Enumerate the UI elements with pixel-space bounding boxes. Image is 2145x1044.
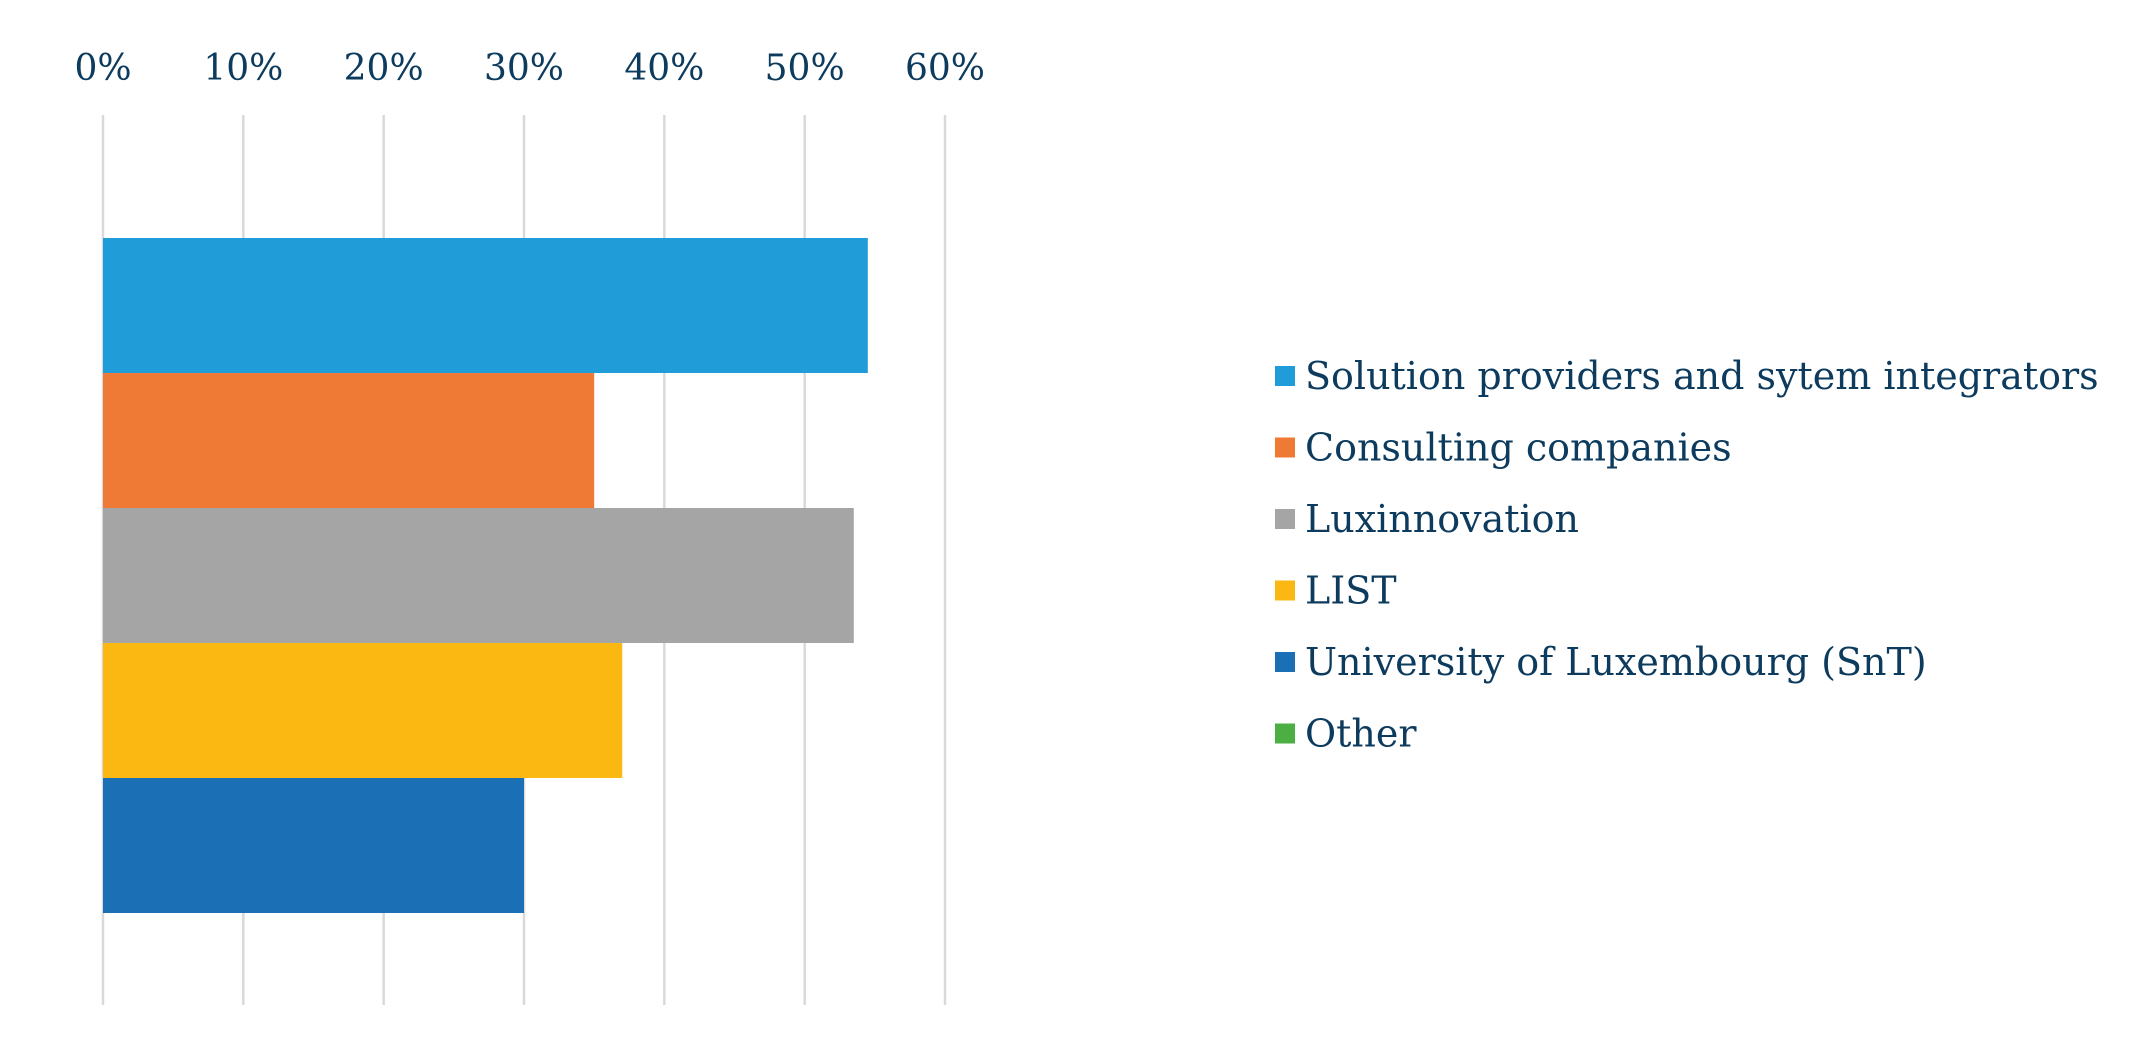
x-tick-label: 50% xyxy=(765,48,845,89)
x-tick-label: 0% xyxy=(74,48,131,89)
legend-label: Solution providers and sytem integrators xyxy=(1305,354,2099,398)
legend-swatch xyxy=(1275,723,1295,744)
bar-3 xyxy=(103,643,623,778)
x-tick-label: 60% xyxy=(905,48,985,89)
x-tick-label: 30% xyxy=(484,48,564,89)
legend-label: University of Luxembourg (SnT) xyxy=(1305,640,1927,684)
x-tick-label: 10% xyxy=(203,48,283,89)
legend-swatch xyxy=(1275,509,1295,529)
x-tick-label: 20% xyxy=(344,48,424,89)
legend-swatch xyxy=(1275,437,1295,458)
bar-2 xyxy=(103,508,854,643)
x-axis-tick-labels: 0% 10% 20% 30% 40% 50% 60% xyxy=(74,48,985,89)
legend-swatch xyxy=(1275,580,1295,601)
legend-label: LIST xyxy=(1305,569,1397,613)
legend: Solution providers and sytem integrators… xyxy=(1275,354,2099,756)
bar-0 xyxy=(103,238,868,373)
bar-1 xyxy=(103,373,595,508)
legend-swatch xyxy=(1275,652,1295,672)
legend-label: Consulting companies xyxy=(1305,426,1732,470)
legend-label: Luxinnovation xyxy=(1305,497,1579,541)
legend-label: Other xyxy=(1305,712,1417,756)
legend-swatch xyxy=(1275,366,1295,386)
bar-4 xyxy=(103,778,524,913)
bars xyxy=(103,238,868,913)
x-tick-label: 40% xyxy=(624,48,704,89)
